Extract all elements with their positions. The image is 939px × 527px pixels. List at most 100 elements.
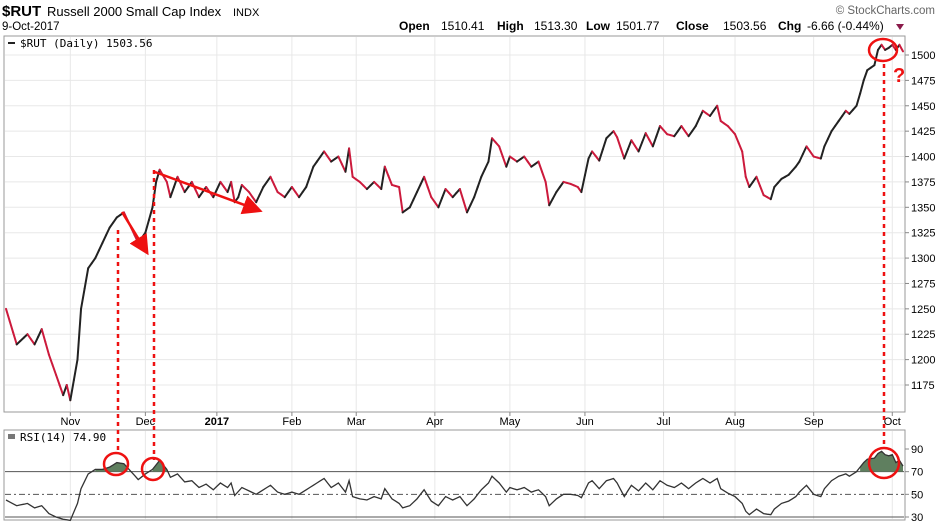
price-segment bbox=[423, 175, 429, 188]
exchange-label: INDX bbox=[233, 7, 260, 19]
price-segment bbox=[805, 145, 812, 153]
price-tick-label: 1200 bbox=[911, 355, 935, 367]
chart-date: 9-Oct-2017 bbox=[2, 21, 60, 33]
price-segment bbox=[716, 104, 722, 122]
price-segment bbox=[837, 114, 844, 122]
rsi-tick-label: 70 bbox=[911, 467, 923, 479]
high-label: High bbox=[497, 19, 524, 33]
price-tick-label: 1375 bbox=[911, 177, 935, 189]
month-label: Sep bbox=[804, 416, 824, 428]
price-segment bbox=[8, 319, 15, 334]
price-segment bbox=[748, 180, 754, 188]
price-segment bbox=[33, 335, 40, 346]
price-segment bbox=[694, 117, 701, 128]
price-segment bbox=[87, 262, 93, 270]
rsi-line bbox=[5, 450, 904, 522]
price-segment bbox=[47, 353, 54, 366]
price-segment bbox=[108, 221, 115, 229]
price-segment bbox=[155, 168, 161, 183]
price-segment bbox=[147, 206, 154, 221]
open-label: Open bbox=[399, 19, 430, 33]
price-segment bbox=[44, 340, 50, 356]
price-series bbox=[5, 43, 904, 402]
rsi-panel: 30 50 70 90 RSI(14) 74.90 bbox=[3, 429, 923, 524]
price-segment bbox=[83, 267, 90, 290]
month-label: Jun bbox=[576, 416, 594, 428]
price-segment bbox=[873, 48, 879, 67]
price-segment bbox=[691, 125, 697, 133]
price-segment bbox=[262, 180, 268, 188]
month-label: 2017 bbox=[205, 416, 229, 428]
price-segment bbox=[880, 43, 887, 51]
month-label: Oct bbox=[884, 416, 901, 428]
price-segment bbox=[258, 186, 265, 196]
price-segment bbox=[40, 328, 47, 343]
price-segment bbox=[826, 130, 833, 140]
price-segment bbox=[759, 184, 765, 197]
price-oct-circle bbox=[867, 37, 899, 63]
jan-drop-arrow bbox=[154, 170, 263, 215]
month-label: May bbox=[500, 416, 521, 428]
price-segment bbox=[237, 183, 243, 199]
price-segment bbox=[583, 157, 590, 177]
price-segment bbox=[734, 133, 740, 144]
month-label: Jul bbox=[657, 416, 671, 428]
price-segment bbox=[769, 186, 776, 201]
price-segment bbox=[651, 135, 658, 148]
price-segment bbox=[630, 139, 636, 147]
price-segment bbox=[5, 307, 11, 322]
price-segment bbox=[215, 180, 222, 191]
price-segment bbox=[487, 137, 494, 163]
price-segment bbox=[408, 198, 415, 209]
rsi-dec-circle bbox=[140, 456, 166, 482]
month-label: Apr bbox=[426, 416, 443, 428]
price-segment bbox=[755, 175, 762, 187]
price-segment bbox=[197, 191, 204, 199]
price-tick-label: 1250 bbox=[911, 304, 935, 316]
price-segment bbox=[344, 147, 351, 173]
rsi-overbought-area bbox=[860, 451, 903, 472]
price-segment bbox=[387, 174, 393, 186]
rsi-series bbox=[5, 450, 904, 522]
price-segment bbox=[194, 188, 200, 199]
price-segment bbox=[426, 186, 433, 199]
symbol: $RUT bbox=[2, 3, 41, 20]
price-segment bbox=[97, 241, 104, 252]
price-segment bbox=[51, 363, 58, 376]
price-segment bbox=[308, 165, 315, 178]
price-panel-frame bbox=[3, 35, 906, 413]
price-segment bbox=[298, 191, 304, 199]
price-segment bbox=[305, 175, 311, 188]
price-segment bbox=[537, 160, 544, 173]
price-segment bbox=[809, 150, 815, 158]
price-tick-label: 1400 bbox=[911, 152, 935, 164]
price-segment bbox=[548, 197, 554, 207]
price-segment bbox=[105, 226, 111, 237]
price-segment bbox=[616, 136, 622, 149]
price-segment bbox=[598, 148, 604, 162]
rsi-tick-label: 90 bbox=[911, 444, 923, 456]
price-segment bbox=[644, 132, 651, 141]
price-segment bbox=[541, 170, 547, 183]
price-segment bbox=[165, 180, 172, 199]
price-segment bbox=[440, 188, 447, 200]
price-segment bbox=[626, 139, 633, 151]
rsi-nov-circle bbox=[102, 451, 130, 477]
price-segment bbox=[383, 165, 390, 177]
legend-swatch bbox=[8, 42, 15, 44]
price-segment bbox=[612, 130, 619, 139]
price-segment bbox=[315, 155, 322, 163]
price-segment bbox=[673, 130, 679, 138]
price-segment bbox=[841, 109, 847, 117]
price-segment bbox=[483, 160, 490, 171]
close-label: Close bbox=[676, 19, 709, 33]
price-segment bbox=[801, 145, 808, 155]
price-segment bbox=[26, 333, 33, 341]
price-segment bbox=[301, 186, 308, 194]
month-axis: Nov Dec 2017 Feb Mar Apr May Jun Jul Aug Sep Oct bbox=[61, 412, 901, 428]
month-label: Nov bbox=[61, 416, 81, 428]
price-segment bbox=[80, 287, 86, 310]
price-segment bbox=[230, 180, 236, 204]
price-segment bbox=[834, 120, 840, 128]
price-segment bbox=[269, 175, 276, 186]
